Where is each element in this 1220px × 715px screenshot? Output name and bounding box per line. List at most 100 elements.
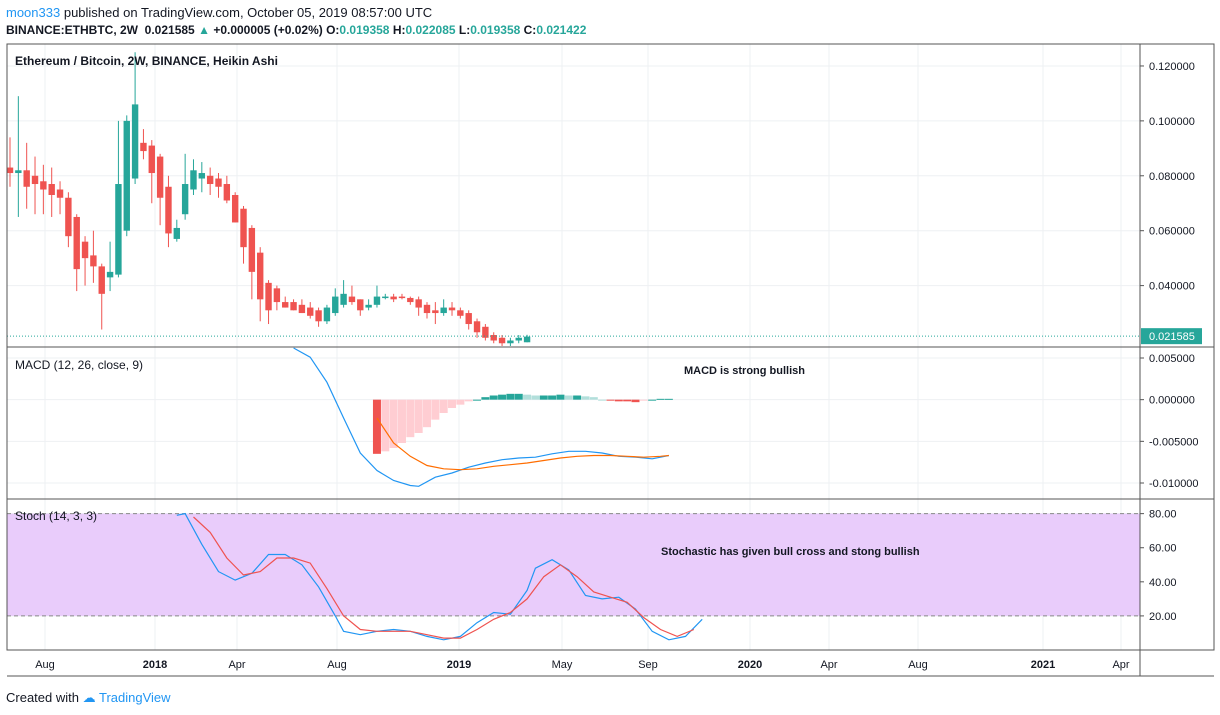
username-link[interactable]: moon333 xyxy=(6,5,61,20)
candle-body xyxy=(98,266,105,294)
candle-body xyxy=(265,282,272,311)
close-value: 0.021422 xyxy=(536,23,587,37)
open-value: 0.019358 xyxy=(339,23,390,37)
macd-histogram-bar xyxy=(473,399,482,401)
macd-line xyxy=(293,347,670,487)
x-tick-label: Aug xyxy=(327,659,347,671)
candle-body xyxy=(415,299,422,308)
macd-histogram-bar xyxy=(631,399,640,403)
candle-body xyxy=(65,197,72,237)
stoch-annotation: Stochastic has given bull cross and ston… xyxy=(661,546,920,558)
candle-body xyxy=(140,142,147,152)
candle-body xyxy=(81,241,89,259)
macd-histogram-bar xyxy=(598,399,607,401)
candle-body xyxy=(173,227,180,239)
macd-histogram-bar xyxy=(531,395,540,400)
macd-histogram-bar xyxy=(397,399,406,443)
x-tick-label: 2018 xyxy=(143,659,167,671)
price-panel-title: Ethereum / Bitcoin, 2W, BINANCE, Heikin … xyxy=(15,54,278,68)
candle-body xyxy=(23,170,30,187)
candle-body xyxy=(390,296,397,300)
macd-histogram-bar xyxy=(389,399,398,448)
macd-histogram-bar xyxy=(573,395,582,400)
macd-histogram-bar xyxy=(606,399,615,401)
low-label: L: xyxy=(458,23,471,37)
x-tick-label: Apr xyxy=(820,659,837,671)
candle-body xyxy=(298,304,306,314)
candle-body xyxy=(315,310,322,322)
macd-histogram-bar xyxy=(623,399,632,402)
macd-histogram-bar xyxy=(448,399,457,408)
candle-body xyxy=(90,255,97,267)
candle-body xyxy=(131,104,139,179)
macd-histogram-bar xyxy=(614,399,623,402)
macd-histogram-bar xyxy=(523,394,532,400)
stoch-k-line xyxy=(176,512,703,641)
macd-histogram-bar xyxy=(439,399,448,413)
candle-body xyxy=(106,271,114,278)
close-label: C: xyxy=(523,23,537,37)
candle-body xyxy=(332,296,339,314)
last-price-badge xyxy=(1141,328,1202,345)
panel-frames xyxy=(6,43,1215,677)
x-tick-label: 2019 xyxy=(447,659,471,671)
publish-info: moon333 published on TradingView.com, Oc… xyxy=(6,5,432,20)
stoch-band xyxy=(7,513,1140,616)
tradingview-brand-link[interactable]: TradingView xyxy=(99,690,171,705)
candle-body xyxy=(432,310,439,314)
candle-body xyxy=(440,307,447,314)
candle-body xyxy=(323,307,331,322)
macd-histogram-bar xyxy=(414,399,423,433)
candle-body xyxy=(156,156,164,198)
candle-body xyxy=(223,184,231,201)
macd-histogram-bar xyxy=(548,395,557,400)
candle-body xyxy=(382,296,389,299)
published-text: published on TradingView.com, October 05… xyxy=(63,5,433,20)
x-tick-label: 2020 xyxy=(738,659,762,671)
stoch-layer xyxy=(176,512,703,641)
candle-body xyxy=(123,120,130,231)
candle-body xyxy=(73,216,80,270)
macd-histogram-bar xyxy=(639,399,648,401)
macd-histogram-bar xyxy=(564,395,573,400)
low-value: 0.019358 xyxy=(470,23,521,37)
candle-body xyxy=(198,173,206,179)
macd-histogram-bar xyxy=(498,394,507,400)
candle-body xyxy=(348,296,356,303)
candle-body xyxy=(357,299,364,311)
candle-body xyxy=(473,321,481,333)
up-arrow-icon: ▲ xyxy=(198,23,210,37)
candle-body xyxy=(165,186,172,234)
candle-body xyxy=(231,195,239,223)
candle-body xyxy=(48,184,55,195)
price-change: +0.000005 (+0.02%) xyxy=(213,23,323,37)
price-y-tick-label: 0.060000 xyxy=(1149,226,1195,238)
macd-histogram-bar xyxy=(381,399,390,452)
candle-body xyxy=(273,288,281,303)
candle-body xyxy=(31,175,39,185)
candle-body xyxy=(523,336,531,343)
macd-y-tick-label: 0.000000 xyxy=(1149,395,1195,407)
candle-body xyxy=(307,307,314,316)
candle-body xyxy=(6,167,14,174)
stoch-y-tick-label: 20.00 xyxy=(1149,611,1177,623)
candle-body xyxy=(257,252,264,300)
price-y-tick-label: 0.040000 xyxy=(1149,281,1195,293)
candle-body xyxy=(148,145,155,174)
candle-body xyxy=(181,184,189,215)
macd-histogram-bar xyxy=(464,399,473,402)
macd-histogram-bar xyxy=(539,395,548,400)
stoch-y-tick-label: 40.00 xyxy=(1149,577,1177,589)
x-tick-label: 2021 xyxy=(1031,659,1055,671)
tradingview-logo-icon: ☁ xyxy=(82,690,96,705)
last-price: 0.021585 xyxy=(144,23,195,37)
macd-histogram-bar xyxy=(423,399,431,428)
price-y-tick-label: 0.120000 xyxy=(1149,61,1195,73)
macd-histogram-bar xyxy=(648,399,657,401)
candle-body xyxy=(490,335,497,341)
candle-body xyxy=(498,337,506,344)
macd-histogram-bar xyxy=(664,398,673,400)
macd-histogram-bar xyxy=(656,398,665,400)
stoch-panel-title: Stoch (14, 3, 3) xyxy=(15,509,97,523)
